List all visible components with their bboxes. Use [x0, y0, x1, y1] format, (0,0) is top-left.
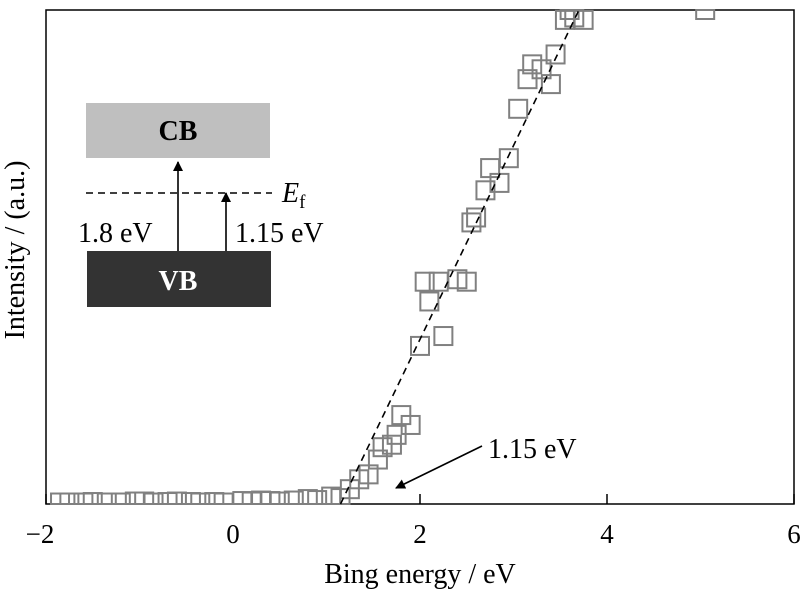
x-tick-label: 2: [413, 519, 427, 549]
data-point: [166, 491, 187, 505]
data-point: [414, 271, 435, 292]
x-tick-label: 6: [787, 519, 800, 549]
linear-fit-line: [339, 9, 580, 505]
data-point: [573, 9, 594, 30]
fermi-level-label: Ef: [281, 178, 306, 213]
data-point: [269, 491, 290, 505]
data-point: [110, 492, 131, 506]
band-diagram-inset: CB Ef 1.8 eV 1.15 eV VB: [78, 103, 324, 307]
data-point: [475, 180, 496, 201]
data-point: [695, 9, 716, 20]
data-point: [456, 271, 477, 292]
data-point: [59, 492, 80, 506]
data-point: [466, 207, 487, 228]
vb-label: VB: [159, 266, 198, 297]
y-axis-title: Intensity / (a.u.): [0, 161, 31, 340]
valence-band: [87, 251, 271, 307]
data-point: [428, 271, 449, 292]
data-point: [283, 490, 304, 505]
data-point: [367, 449, 388, 470]
data-point: [143, 492, 164, 506]
x-tick-label: 0: [226, 519, 240, 549]
onset-annotation-arrow: [395, 445, 483, 489]
data-point: [307, 490, 328, 506]
onset-annotation-label: 1.15 eV: [488, 434, 577, 465]
data-point: [96, 492, 117, 506]
data-point: [545, 44, 566, 65]
x-axis-title: Bing energy / eV: [324, 559, 516, 590]
data-point: [498, 148, 519, 169]
gap2-label: 1.15 eV: [235, 218, 324, 249]
data-point: [400, 414, 421, 435]
conduction-band: [86, 103, 270, 158]
x-axis-tick-labels: −2 0 2 4 6: [26, 519, 800, 549]
x-tick-label: 4: [600, 519, 614, 549]
data-point: [461, 212, 482, 233]
data-point: [419, 291, 440, 312]
data-point: [540, 74, 561, 95]
gap1-label: 1.8 eV: [78, 218, 153, 249]
x-tick-label: −2: [26, 519, 55, 549]
data-point: [433, 326, 454, 347]
data-point: [410, 335, 430, 356]
data-point: [82, 492, 103, 505]
scatter-series: [50, 9, 716, 506]
data-point: [190, 492, 211, 506]
data-point: [508, 98, 529, 119]
cb-label: CB: [159, 116, 198, 147]
